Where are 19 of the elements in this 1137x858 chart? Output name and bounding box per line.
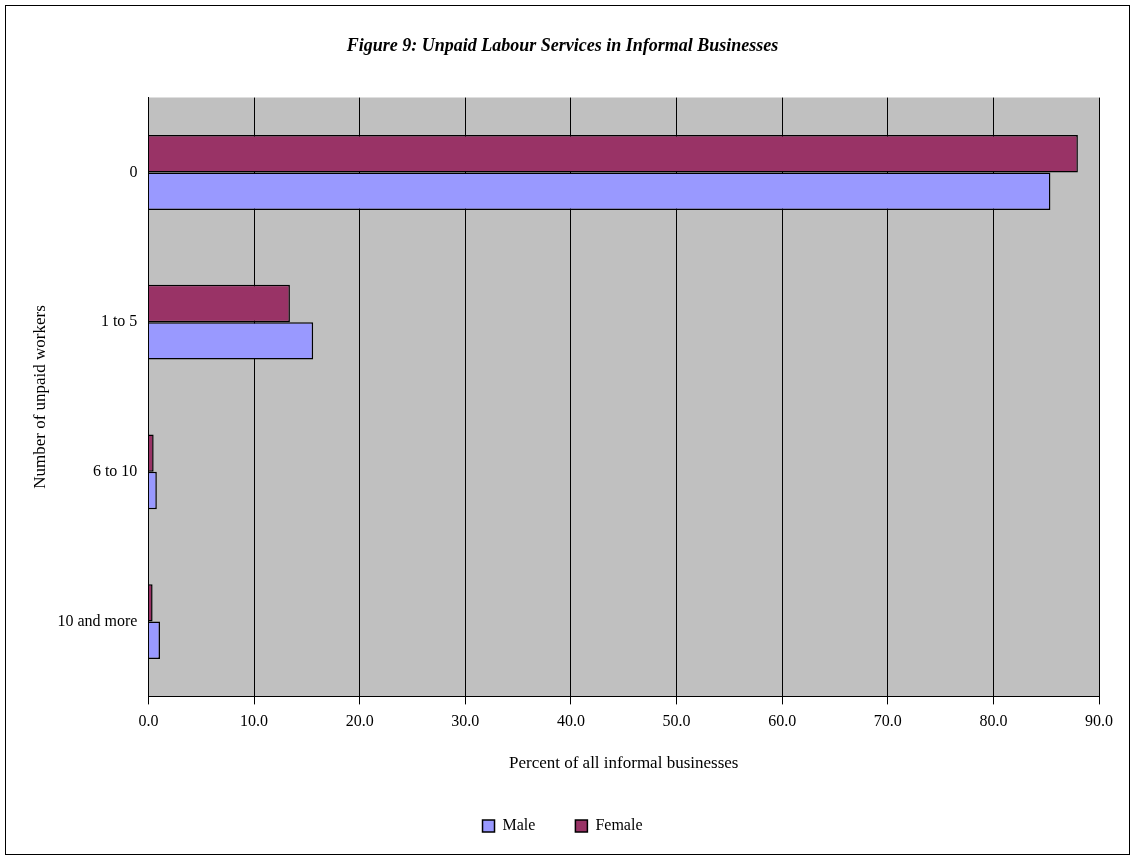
legend-label: Male [502,816,536,834]
x-tick-label: 10.0 [240,712,268,730]
x-tick-label: 90.0 [1085,712,1113,730]
x-tick-label: 80.0 [979,712,1008,730]
x-tick-label: 40.0 [556,712,585,730]
y-axis-title: Number of unpaid workers [29,305,49,489]
y-tick-label: 0 [129,162,138,180]
y-tick-label: 1 to 5 [100,312,138,330]
legend-label: Female [595,816,643,834]
x-tick-label: 60.0 [768,712,797,730]
x-tick-label: 30.0 [451,712,480,730]
x-tick-label: 20.0 [345,712,374,730]
y-tick-label: 6 to 10 [92,462,138,480]
x-tick-label: 50.0 [662,712,691,730]
x-tick-label: 70.0 [873,712,902,730]
x-axis-title: Percent of all informal businesses [508,753,739,773]
x-tick-label: 0.0 [138,712,159,730]
chart-title: Figure 9: Unpaid Labour Services in Informal Businesses [345,35,779,56]
y-tick-label: 10 and more [57,611,138,629]
